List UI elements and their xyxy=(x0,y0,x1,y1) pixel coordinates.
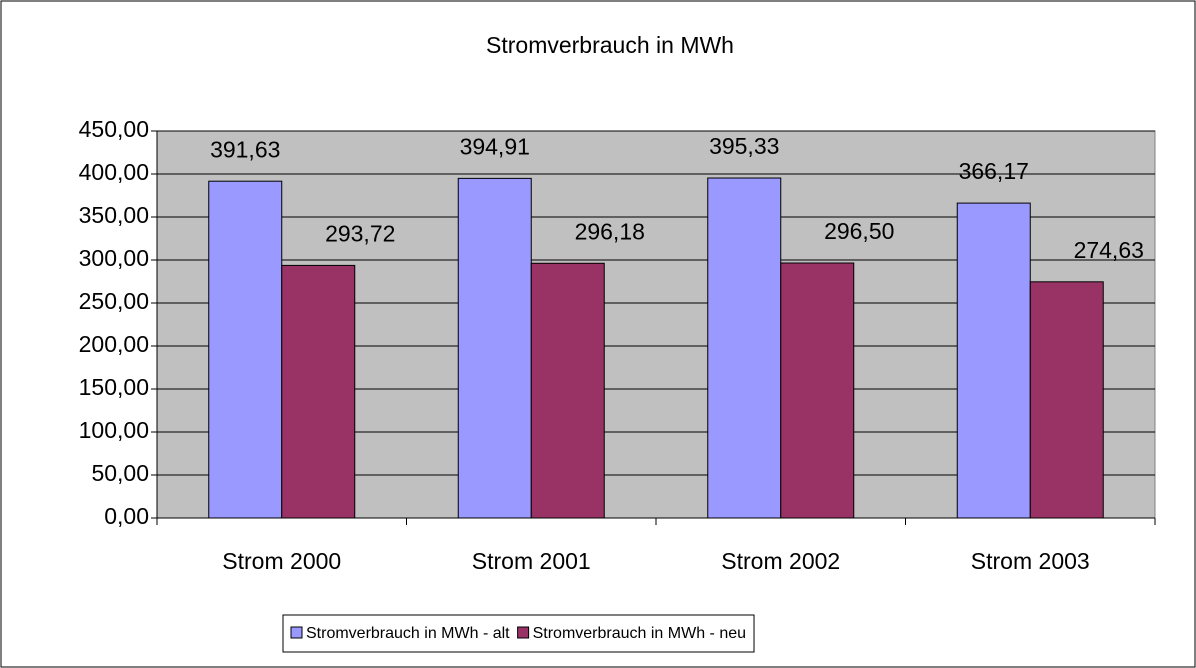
bar xyxy=(281,264,356,519)
y-tick-label: 350,00 xyxy=(79,202,149,228)
y-tick-label: 150,00 xyxy=(79,374,149,400)
bar xyxy=(1029,281,1104,519)
x-tick-label: Strom 2002 xyxy=(721,548,840,574)
chart-title: Stromverbrauch in MWh xyxy=(486,32,734,58)
y-tick-label: 250,00 xyxy=(79,288,149,314)
value-label: 394,91 xyxy=(460,133,530,159)
value-label: 391,63 xyxy=(210,136,280,162)
bar xyxy=(780,262,855,519)
y-tick-label: 100,00 xyxy=(79,417,149,443)
x-tick-label: Strom 2001 xyxy=(472,548,591,574)
legend-swatch xyxy=(290,626,303,639)
legend-swatch xyxy=(517,626,530,639)
y-tick-label: 200,00 xyxy=(79,331,149,357)
x-tick-label: Strom 2003 xyxy=(971,548,1090,574)
value-label: 274,63 xyxy=(1074,237,1144,263)
value-label: 293,72 xyxy=(325,220,395,246)
bar xyxy=(707,177,782,519)
x-tick-label: Strom 2000 xyxy=(222,548,341,574)
bar xyxy=(457,177,532,519)
y-tick-label: 400,00 xyxy=(79,159,149,185)
value-label: 296,18 xyxy=(575,218,645,244)
legend-label: Stromverbrauch in MWh - alt xyxy=(306,625,510,642)
bar xyxy=(208,180,283,519)
y-tick-label: 0,00 xyxy=(104,503,149,529)
y-tick-label: 50,00 xyxy=(91,460,149,486)
value-label: 395,33 xyxy=(709,133,779,159)
value-label: 366,17 xyxy=(959,158,1029,184)
y-tick-label: 450,00 xyxy=(79,116,149,142)
value-label: 296,50 xyxy=(824,218,894,244)
y-tick-label: 300,00 xyxy=(79,245,149,271)
legend-label: Stromverbrauch in MWh - neu xyxy=(533,625,746,642)
bar xyxy=(530,262,605,519)
bar xyxy=(956,202,1031,519)
